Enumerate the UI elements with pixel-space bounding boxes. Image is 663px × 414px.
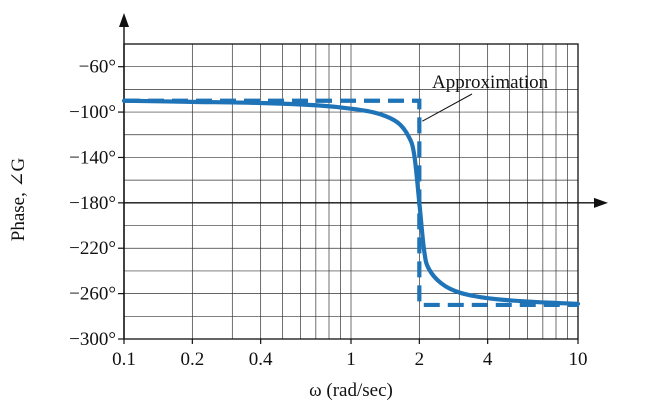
y-tick-label: −60° [79, 57, 116, 78]
y-tick-label: −260° [69, 284, 116, 305]
series-group [121, 98, 581, 308]
annotation-group: Approximation [422, 72, 549, 122]
y-tick-label: −180° [69, 193, 116, 214]
x-tick-label: 0.4 [249, 349, 273, 370]
grid [124, 44, 578, 339]
annotation-leader-line [422, 93, 473, 122]
x-tick-label: 1 [346, 349, 356, 370]
x-tick-label: 4 [483, 349, 493, 370]
y-tick-label: −140° [69, 147, 116, 168]
x-tick-label: 2 [415, 349, 425, 370]
x-tick-label: 0.1 [112, 349, 136, 370]
approximation-line [124, 98, 578, 308]
annotation-approximation: Approximation [432, 72, 549, 93]
y-axis-arrow [119, 13, 129, 27]
y-tick-label: −300° [69, 329, 116, 350]
x-tick-label: 10 [569, 349, 588, 370]
x-tick-label: 0.2 [180, 349, 204, 370]
x-axis-arrow [594, 197, 608, 208]
y-axis-title: Phase, ∠G [8, 157, 29, 241]
axes [118, 13, 608, 344]
tick-labels: −60° −100° −140° −180° −220° −260° −300°0.1 0.2… [69, 57, 587, 370]
x-axis-title: ω (rad/sec) [309, 380, 393, 401]
phase-curve [121, 98, 581, 306]
y-tick-label: −100° [69, 102, 116, 123]
y-tick-label: −220° [69, 238, 116, 259]
